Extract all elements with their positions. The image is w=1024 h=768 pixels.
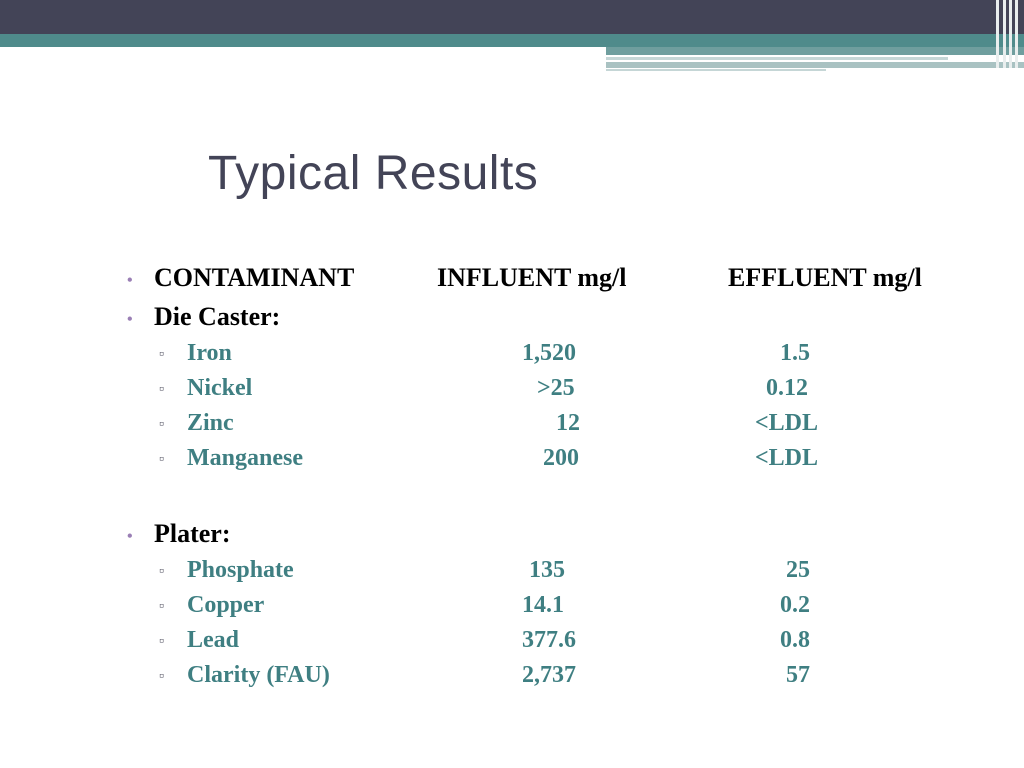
influent-value: 14.1 — [522, 592, 564, 618]
contaminant-name: Phosphate — [187, 557, 294, 583]
bullet-square: ▫ — [159, 564, 164, 579]
contaminant-name: Manganese — [187, 445, 303, 471]
header-effluent: EFFLUENT mg/l — [728, 263, 922, 292]
effluent-value: 0.2 — [780, 592, 810, 618]
effluent-value: <LDL — [755, 410, 819, 436]
influent-value: 377.6 — [522, 627, 576, 653]
header-band-line — [606, 57, 948, 60]
influent-value: 200 — [543, 445, 579, 471]
header-contaminant: CONTAMINANT — [154, 263, 355, 292]
header-band-accent — [606, 47, 1024, 55]
contaminant-name: Zinc — [187, 410, 234, 436]
header-vertical-stripes — [994, 0, 1024, 68]
effluent-value: <LDL — [755, 445, 819, 471]
contaminant-name: Iron — [187, 340, 232, 366]
contaminant-name: Lead — [187, 627, 240, 653]
header-band-dark — [0, 0, 1024, 34]
header-band-line — [606, 62, 1024, 68]
effluent-value: 1.5 — [780, 340, 810, 366]
bullet-square: ▫ — [159, 452, 164, 467]
effluent-value: 25 — [786, 557, 810, 583]
bullet-dot: • — [127, 272, 133, 289]
header-influent: INFLUENT mg/l — [437, 263, 627, 292]
bullet-square: ▫ — [159, 382, 164, 397]
header-band-teal — [0, 34, 1024, 47]
bullet-dot: • — [127, 311, 133, 328]
header-band-line — [606, 69, 826, 71]
effluent-value: 0.12 — [766, 375, 808, 401]
contaminant-name: Nickel — [187, 375, 253, 401]
influent-value: 2,737 — [522, 662, 576, 688]
effluent-value: 57 — [786, 662, 810, 688]
contaminant-name: Copper — [187, 592, 265, 618]
bullet-square: ▫ — [159, 669, 164, 684]
slide-title: Typical Results — [208, 147, 539, 200]
bullet-square: ▫ — [159, 347, 164, 362]
bullet-dot: • — [127, 528, 133, 545]
bullet-square: ▫ — [159, 417, 164, 432]
influent-value: 12 — [556, 410, 580, 436]
contaminant-name: Clarity (FAU) — [187, 662, 330, 688]
group-label: Die Caster: — [154, 302, 281, 331]
bullet-square: ▫ — [159, 634, 164, 649]
influent-value: 1,520 — [522, 340, 576, 366]
bullet-square: ▫ — [159, 599, 164, 614]
influent-value: >25 — [537, 375, 575, 401]
effluent-value: 0.8 — [780, 627, 810, 653]
influent-value: 135 — [529, 557, 565, 583]
group-label: Plater: — [154, 519, 231, 548]
